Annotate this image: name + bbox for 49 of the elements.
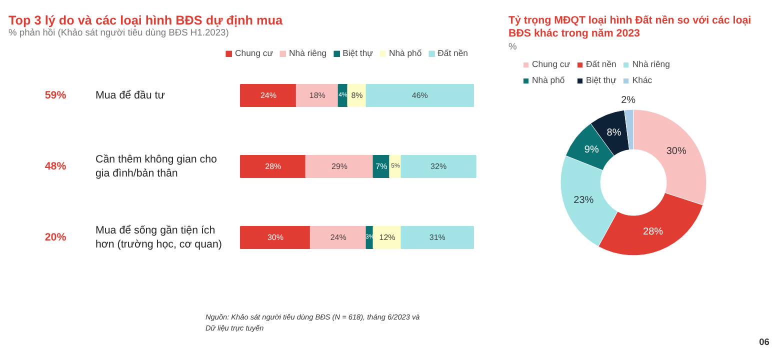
legend-label: Đất nền <box>586 59 616 69</box>
data-label: 28% <box>643 226 664 238</box>
legend-label: Biệt thự <box>586 75 616 85</box>
data-label: 46% <box>412 91 428 100</box>
data-label: 8% <box>351 91 363 100</box>
chart-subtitle: % <box>508 42 517 52</box>
chart-title: Tỷ trọng MĐQT loại hình Đất nền so với các loại BĐS khác trong năm 2023 <box>508 14 752 40</box>
bar <box>400 155 476 178</box>
bar <box>240 226 311 249</box>
text: 59% <box>44 90 67 102</box>
legend-label: Nhà riêng <box>289 48 327 58</box>
text: 06 <box>759 337 770 347</box>
bar <box>240 155 306 178</box>
chart-title: Top 3 lý do và các loại hình BĐS dự định mua <box>8 14 284 28</box>
bar <box>310 226 367 249</box>
data-label: 30% <box>267 233 284 242</box>
legend-label: Nhà phố <box>388 48 422 58</box>
data-label: 28% <box>265 162 282 171</box>
bar <box>400 226 474 249</box>
y-tick-label: Mua để sống gần tiện ích hơn (trường học, cơ quan) <box>96 224 222 251</box>
data-label: 12% <box>379 233 396 242</box>
data-label: 24% <box>330 233 346 242</box>
data-label: 24% <box>260 91 276 100</box>
bar <box>296 84 339 107</box>
text: 48% <box>44 160 67 172</box>
y-tick-label: Mua để đầu tư <box>96 90 165 102</box>
y-tick-label: Cần thêm không gian cho gia đình/bản thân <box>96 153 218 180</box>
bar <box>240 84 297 107</box>
legend-label: Nhà phố <box>532 75 565 85</box>
data-label: 30% <box>666 146 686 157</box>
bar <box>305 155 374 178</box>
data-label: 8% <box>606 128 622 139</box>
data-label: 7% <box>376 162 388 171</box>
data-label: 2% <box>621 95 636 106</box>
legend-label: Nhà riêng <box>632 59 670 69</box>
data-label: 23% <box>574 194 594 206</box>
text: 20% <box>44 232 67 244</box>
legend-label: Chung cư <box>532 59 570 69</box>
legend-label: Biệt thự <box>342 48 373 58</box>
data-label: 18% <box>309 91 326 100</box>
text: % phản hồi (Khảo sát người tiêu dùng BĐS H1.2023) <box>8 28 229 38</box>
bar <box>366 84 474 107</box>
legend-label: Khác <box>632 75 652 85</box>
data-label: 31% <box>429 233 446 242</box>
data-label: 9% <box>584 144 599 156</box>
data-label: 32% <box>430 162 447 171</box>
legend-label: Chung cư <box>235 48 274 58</box>
data-label: 29% <box>332 162 348 171</box>
legend-label: Đất nền <box>438 48 468 58</box>
